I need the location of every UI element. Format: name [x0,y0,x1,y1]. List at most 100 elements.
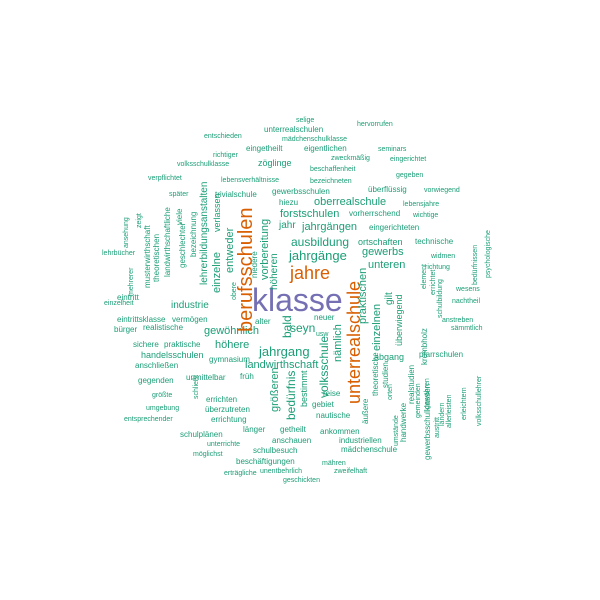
word-ausbildung: ausbildung [291,235,350,249]
word-unentbehrlich: unentbehrlich [260,468,303,475]
word-spaeter: später [169,191,189,198]
word-zoeglinge: zöglinge [258,158,292,168]
word-jahre: jahre [290,263,331,283]
word-jahr: jahr [279,220,296,231]
word-selige: selige [296,117,315,124]
word-errichtung: errichtung [211,415,247,424]
word-ueberwiegend: überwiegend [394,294,404,346]
word-seyn: seyn [290,321,316,335]
word-allerleisten: allerleisten [446,394,453,428]
word-theoretische: theoretische [371,352,380,396]
word-usw: usw [316,331,329,338]
word-saemmtlich: sämmtlich [451,325,483,332]
word-lehrbuecher: lehrbücher [102,250,136,257]
word-pfarrschulen: pfarrschulen [419,350,464,359]
word-vorwiegend: vorwiegend [424,187,460,194]
word-volksschulklasse: volksschulklasse [177,161,230,168]
word-seminars: seminars [378,146,407,153]
word-verpflichtet: verpflichtet [148,175,182,182]
word-buerger: bürger [114,325,138,334]
word-musterwirthschaft: musterwirthschaft [143,225,152,288]
word-einzelheit: einzelheit [104,300,134,307]
word-handwerke: handwerke [399,402,408,442]
word-alter: alter [255,317,271,326]
word-geschlechter: geschlechter [178,222,187,268]
word-anschauen: anschauen [272,436,312,445]
word-geschickten: geschickten [283,477,320,484]
word-zeigt: zeigt [136,213,143,228]
word-nautische: nautische [316,411,351,420]
word-volksschule: volksschule [317,335,331,398]
word-orten: orten [387,384,394,400]
word-getheilt: getheilt [280,425,306,434]
word-einzelne: einzelne [211,252,223,293]
word-lehrerbildungsanstalten: lehrerbildungsanstalten [199,181,210,285]
word-gewerbsschulklassen: gewerbsschulklassen [423,383,432,460]
word-neuer: neuer [314,313,335,322]
word-niedere: niedere [250,251,259,278]
word-psychologische: psychologische [485,230,492,278]
word-wichtige: wichtige [413,212,439,219]
word-moeglichst: möglichst [193,451,223,458]
word-ertraegliche: erträgliche [224,470,257,477]
word-vermoegen: vermögen [172,315,208,324]
word-abgang: abgang [374,352,405,362]
word-gegeben: gegeben [396,172,424,179]
word-ankommen: ankommen [320,427,360,436]
word-widmen: widmen [431,253,456,260]
word-naemlich: nämlich [332,324,344,362]
word-sichere: sichere [133,340,159,349]
word-einzelnen: einzelnen [371,303,383,351]
word-schulplaenen: schulplänen [180,430,223,439]
word-ueberfluessig: überflüssig [368,185,407,194]
word-eingerichtet: eingerichtet [390,156,427,163]
word-eintrittsklasse: eintrittsklasse [117,315,166,324]
word-gymnasium: gymnasium [209,355,250,364]
word-anschliessen: anschließen [135,361,179,370]
word-nachtheil: nachtheil [452,298,481,305]
word-umstaende: umstände [393,415,400,446]
word-laendern: ländern [439,402,446,426]
word-eingerichteten: eingerichteten [369,223,420,232]
word-jahrgang: jahrgang [259,344,310,359]
word-landwirthschaftliche: landwirthschaftliche [163,207,172,277]
word-volksschullehrer: volksschullehrer [476,375,483,426]
word-ansehung: ansehung [123,217,130,248]
word-aeussere: äußere [361,398,370,424]
word-industrie: industrie [171,300,209,311]
word-eintritt: eintritt [117,293,139,302]
word-klasse: klasse [252,282,343,318]
word-errichtet: errichtet [430,269,437,295]
word-lebensverhaeltnisse: lebensverhältnisse [221,177,279,184]
word-bezeichneten: bezeichneten [310,178,352,185]
word-praktische: praktische [164,340,201,349]
word-gegenden: gegenden [138,376,174,385]
word-hoeheren: höheren [269,253,280,290]
word-gemeinden: gemeinden [415,383,422,418]
word-zweifelhaft: zweifelhaft [334,468,368,475]
word-beduerfnissen: bedürfnissen [472,244,479,285]
word-wesens: wesens [456,286,480,293]
word-realistische: realistische [143,323,184,332]
word-theoretischen: theoretischen [152,233,161,282]
word-oberrealschule: oberrealschule [314,196,387,208]
word-laenger: länger [243,425,266,434]
word-reise: reise [323,389,341,398]
word-handelsschulen: handelsschulen [141,350,204,360]
word-gewerbsschulen: gewerbsschulen [272,187,330,196]
word-mehrerer: mehrerer [128,267,135,296]
word-gewoehnlich: gewöhnlich [204,325,260,337]
word-frueh: früh [240,372,254,381]
word-zweckmaessig: zweckmäßig [331,155,370,162]
word-groesseren: größeren [269,367,281,412]
word-entsprechender: entsprechender [124,416,173,423]
word-viele: viele [175,208,184,225]
word-erleichtern: erleichtern [461,387,468,420]
word-forstschulen: forstschulen [280,208,340,220]
word-schulbildung: schulbildung [437,279,444,318]
word-bezeichnung: bezeichnung [189,211,198,257]
word-vorherrschend: vorherrschend [349,209,401,218]
word-maehren: mähren [322,460,346,467]
word-gewerbs: gewerbs [362,246,404,258]
